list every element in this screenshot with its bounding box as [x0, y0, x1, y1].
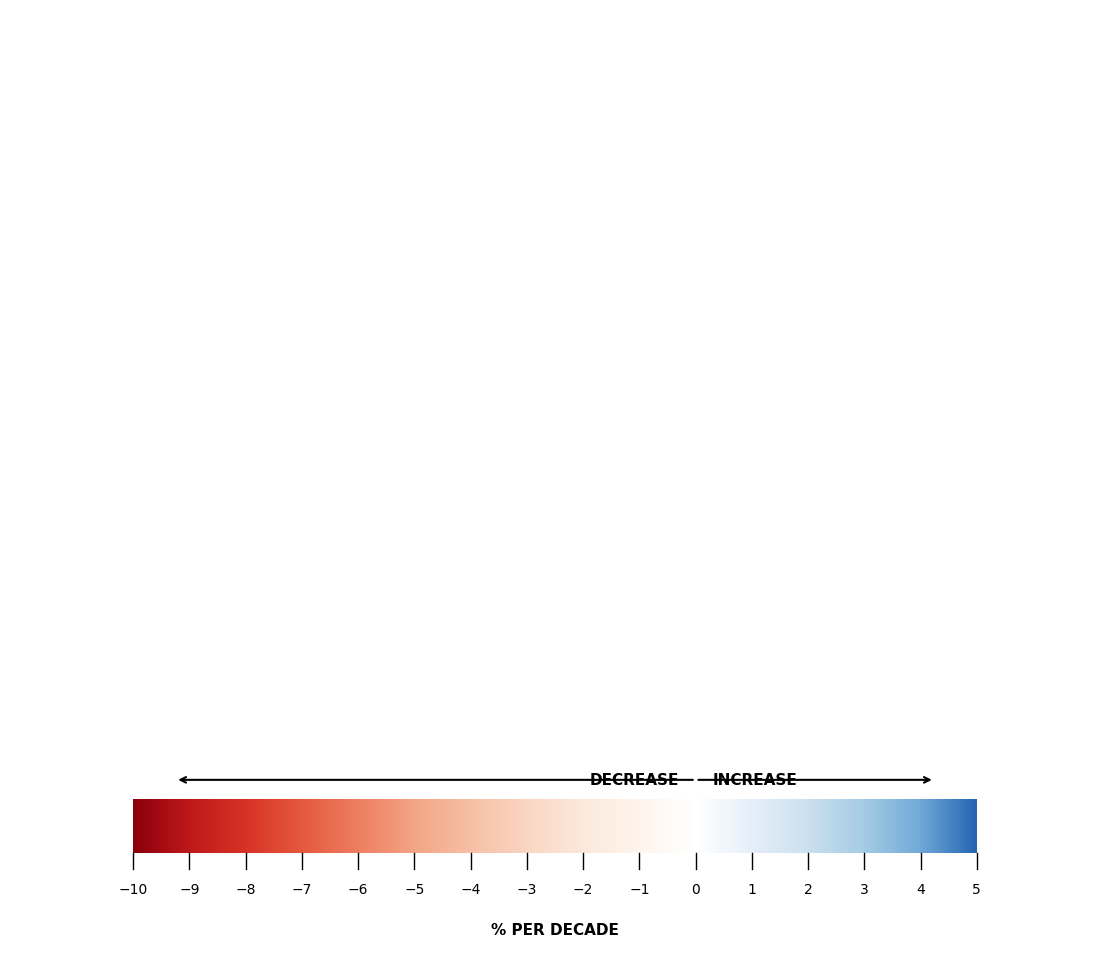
Text: −6: −6: [347, 882, 369, 896]
Text: INCREASE: INCREASE: [713, 772, 797, 788]
Text: 1: 1: [747, 882, 756, 896]
Text: 0: 0: [692, 882, 700, 896]
Text: −9: −9: [179, 882, 200, 896]
Text: 5: 5: [972, 882, 981, 896]
Text: DECREASE: DECREASE: [589, 772, 678, 788]
Text: −2: −2: [573, 882, 594, 896]
Text: 2: 2: [804, 882, 813, 896]
Text: 3: 3: [860, 882, 869, 896]
Text: −5: −5: [404, 882, 425, 896]
Text: −8: −8: [235, 882, 256, 896]
Text: 4: 4: [916, 882, 925, 896]
Text: −1: −1: [629, 882, 649, 896]
Text: −10: −10: [119, 882, 148, 896]
Text: −3: −3: [516, 882, 537, 896]
Text: −4: −4: [461, 882, 481, 896]
Text: −7: −7: [292, 882, 312, 896]
Text: % PER DECADE: % PER DECADE: [491, 922, 619, 937]
